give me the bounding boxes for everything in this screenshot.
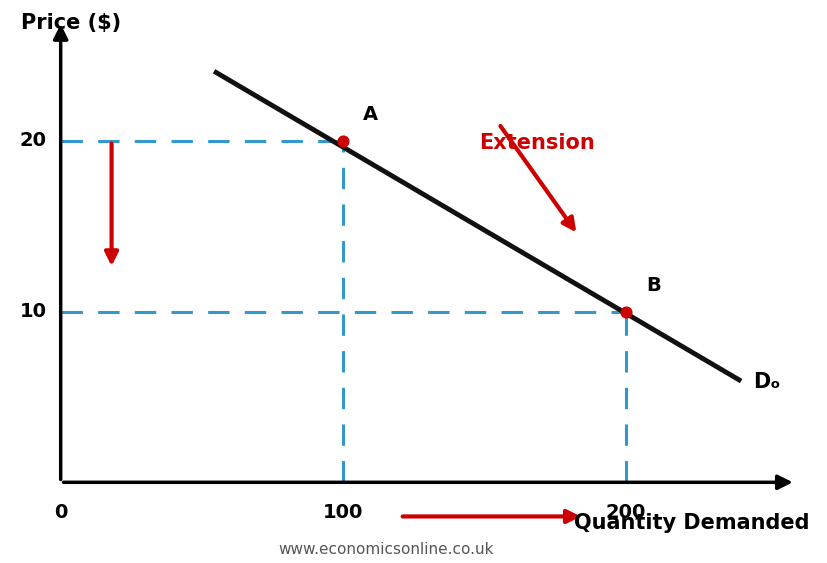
Text: 0: 0 bbox=[54, 503, 67, 522]
Point bbox=[337, 136, 350, 145]
Text: Dₒ: Dₒ bbox=[753, 372, 780, 392]
Text: B: B bbox=[645, 276, 660, 295]
Text: 200: 200 bbox=[605, 503, 645, 522]
Text: 10: 10 bbox=[20, 302, 46, 321]
Text: 100: 100 bbox=[323, 503, 363, 522]
Text: Price ($): Price ($) bbox=[22, 13, 121, 33]
Text: 20: 20 bbox=[20, 131, 46, 150]
Point bbox=[619, 307, 632, 316]
Text: Extension: Extension bbox=[479, 133, 594, 153]
Text: A: A bbox=[363, 105, 378, 124]
Text: Quantity Demanded: Quantity Demanded bbox=[573, 513, 809, 533]
Text: www.economicsonline.co.uk: www.economicsonline.co.uk bbox=[278, 542, 493, 557]
